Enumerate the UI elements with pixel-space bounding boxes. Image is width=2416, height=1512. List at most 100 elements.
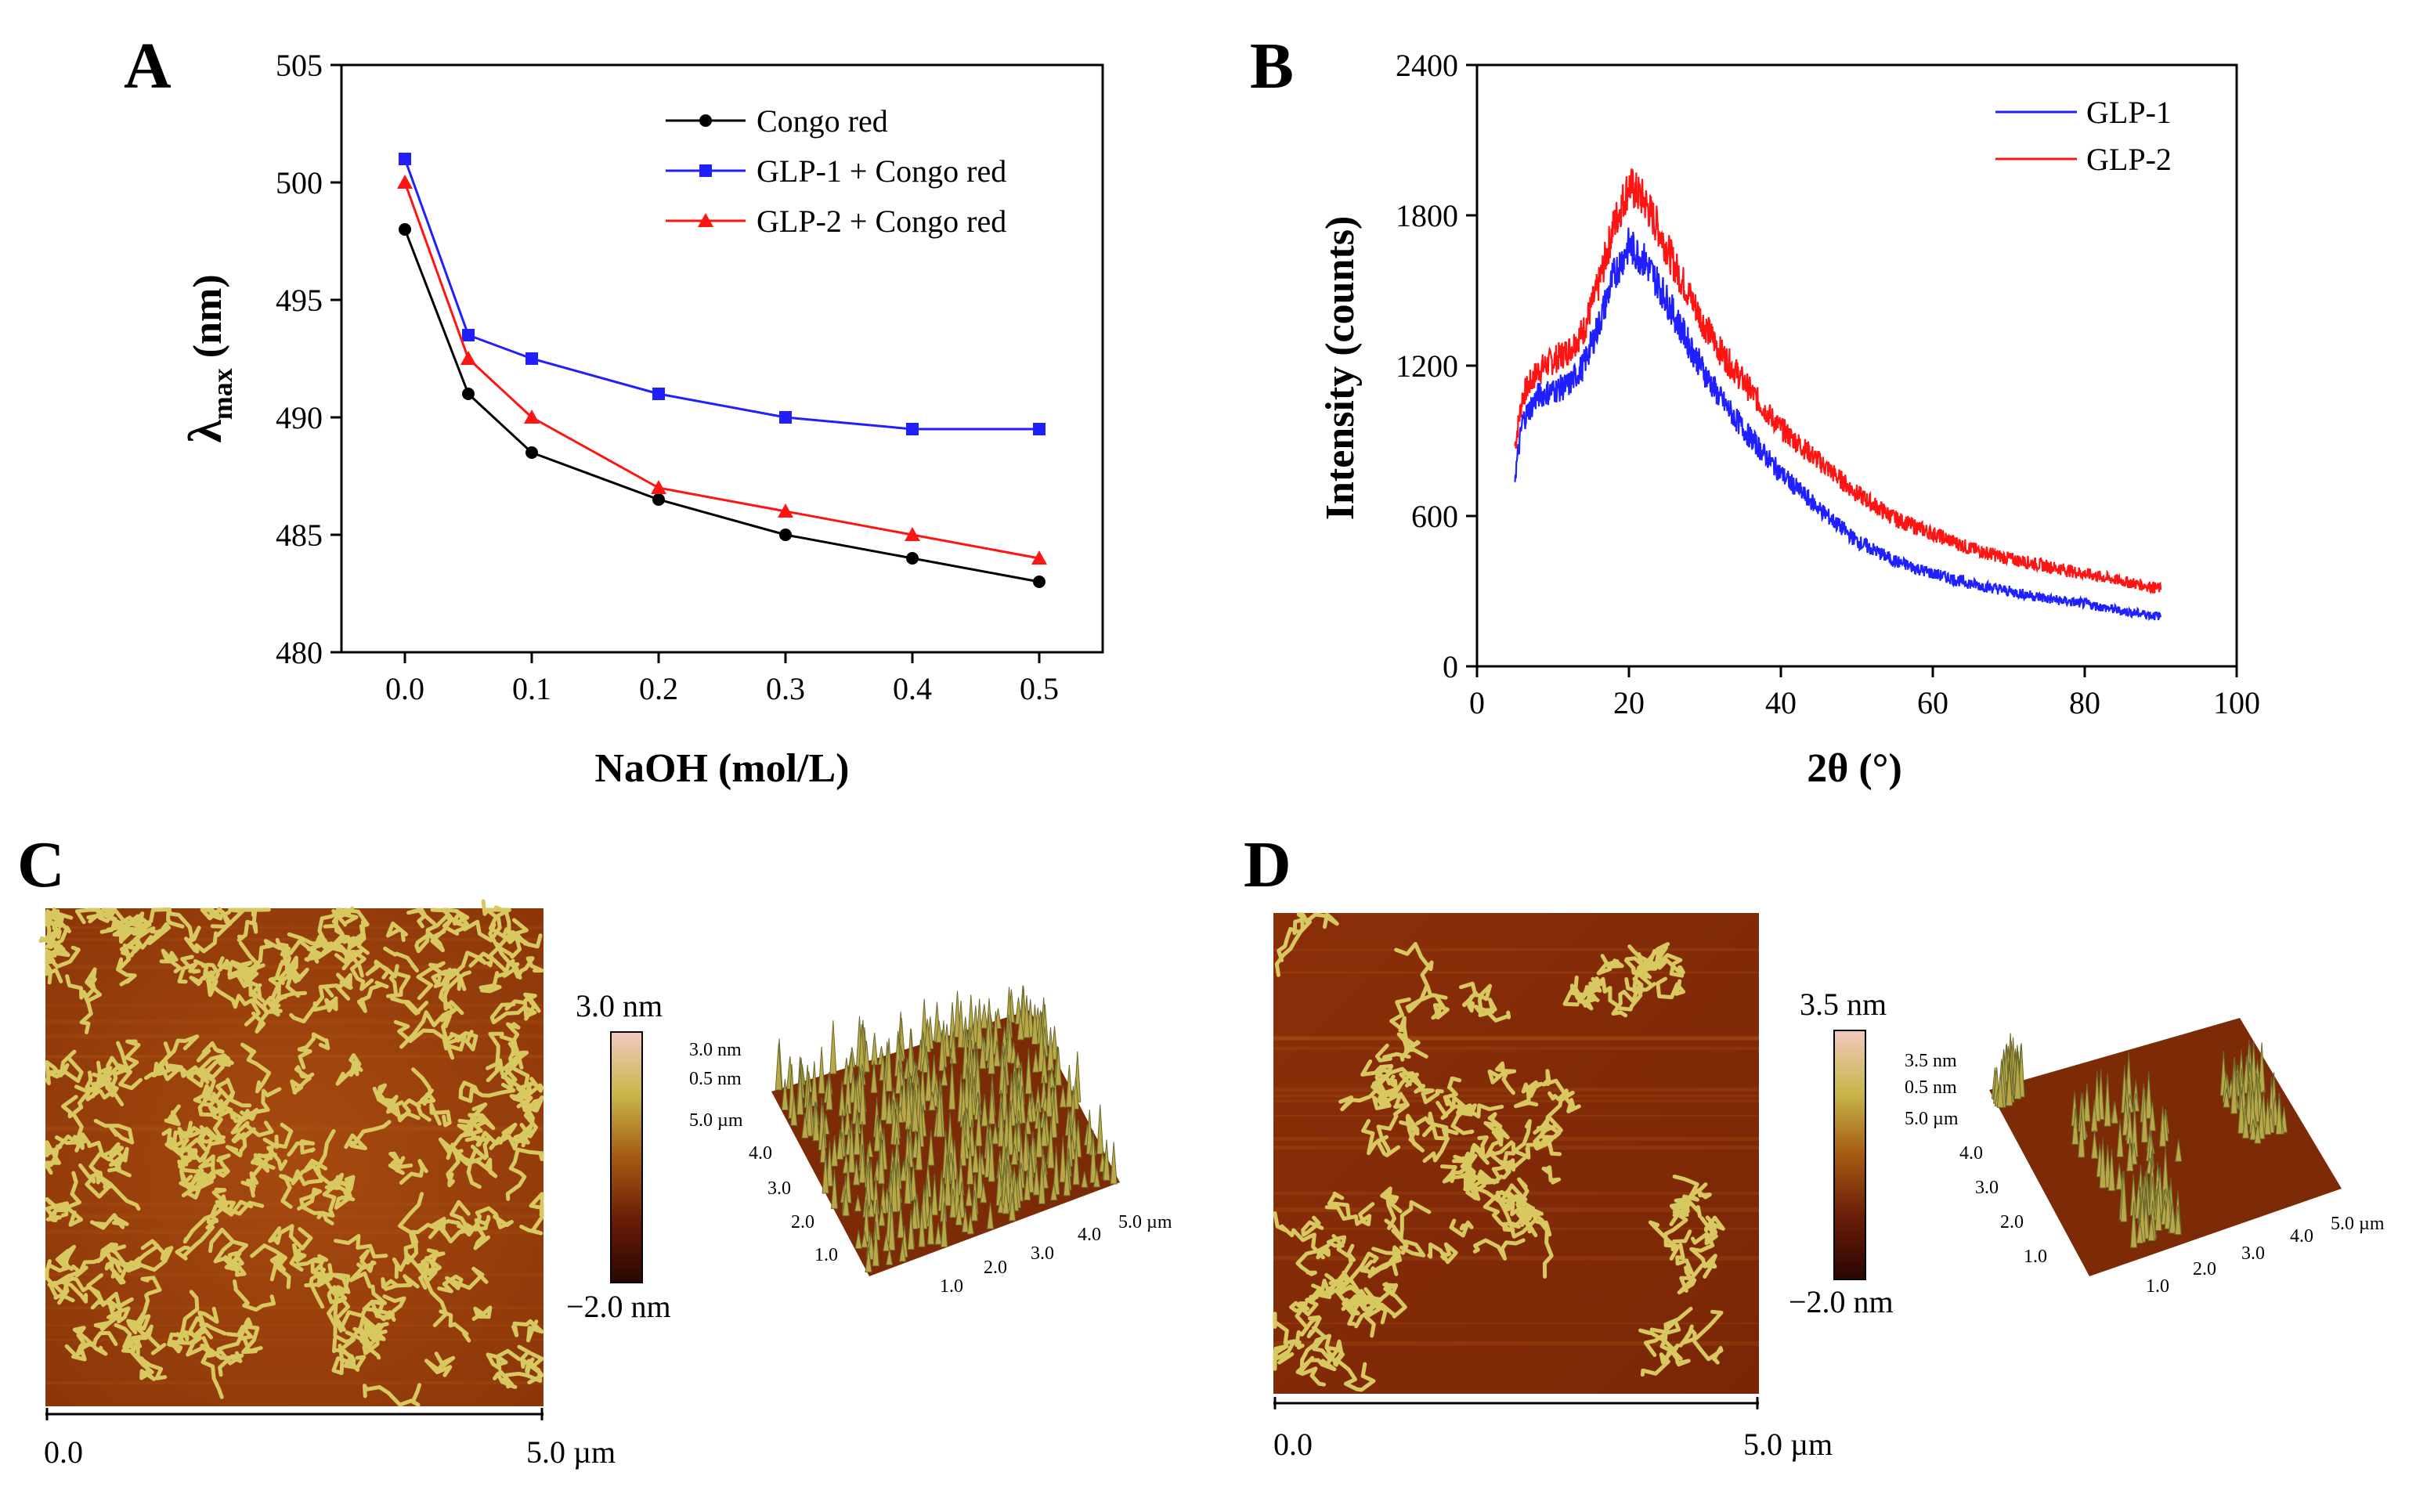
afm-strand — [196, 1041, 225, 1063]
afm-strand — [93, 1308, 124, 1332]
scalebar-end-c: 5.0 µm — [526, 1434, 616, 1470]
afm-strand — [406, 908, 436, 929]
afm-3d-spike — [775, 1043, 782, 1091]
afm-3d-spike — [915, 1122, 923, 1171]
afm-strand — [240, 1171, 259, 1198]
afm-strand — [251, 995, 273, 1034]
afm-strand — [1367, 1253, 1403, 1279]
afm-strand — [1624, 967, 1644, 994]
afm-strand — [458, 1081, 516, 1103]
afm-strand — [1338, 1084, 1389, 1112]
afm-strand — [218, 958, 262, 998]
afm-strand — [214, 1153, 231, 1178]
afm-3d-spike — [959, 1115, 967, 1167]
afm-3d-spike — [2130, 1201, 2138, 1248]
view3d-c-x2: 2.0 — [984, 1258, 1007, 1278]
afm-3d-spike — [781, 1078, 789, 1110]
afm-3d-spike — [873, 1115, 881, 1152]
afm-strand — [38, 936, 66, 965]
afm-strand — [371, 1294, 406, 1320]
afm-strand — [1500, 1183, 1526, 1203]
chart-a-ytick-label: 485 — [276, 518, 323, 553]
afm-strand — [331, 908, 359, 925]
afm-strand — [519, 1351, 544, 1385]
chart-a-point — [462, 388, 475, 400]
afm-3d-spike — [825, 1072, 833, 1110]
afm-strand — [390, 996, 429, 1016]
afm-3d-spike — [2115, 1162, 2123, 1190]
afm-strand — [365, 959, 399, 980]
afm-strand — [103, 1041, 130, 1106]
afm-strand — [189, 962, 220, 987]
afm-strand — [1443, 1076, 1462, 1106]
afm-strand — [1450, 1151, 1472, 1183]
afm-strand — [437, 1266, 489, 1294]
chart-a-point — [525, 446, 538, 459]
afm-strand — [471, 1305, 493, 1321]
afm-3d-spike — [1032, 1163, 1041, 1196]
afm-strand — [335, 1053, 363, 1086]
legend-label-glp1-b: GLP-1 — [2086, 95, 2172, 130]
scalebar-start-d: 0.0 — [1273, 1427, 1313, 1462]
colorbar-min-c: −2.0 nm — [566, 1289, 671, 1324]
afm-3d-spike — [2136, 1219, 2143, 1244]
afm-3d-spike — [2275, 1093, 2283, 1135]
afm-strand — [262, 1122, 294, 1149]
afm-3d-spike — [886, 1247, 894, 1265]
afm-strand — [186, 1146, 210, 1164]
afm-3d-spike — [2223, 1088, 2230, 1108]
afm-3d-spike — [2130, 1142, 2138, 1165]
chart-b-ytick-label: 600 — [1411, 499, 1458, 534]
afm-3d-spike — [988, 1023, 995, 1074]
afm-3d-spike — [980, 1182, 988, 1203]
afm-3d-spike — [957, 1000, 965, 1048]
legend-label-glp1: GLP-1 + Congo red — [757, 153, 1006, 189]
afm-3d-spike — [870, 1060, 878, 1094]
afm-strand — [159, 948, 182, 974]
afm-3d-spike — [2254, 1120, 2262, 1144]
afm-strand — [1522, 1206, 1552, 1237]
afm-3d-spike — [948, 1058, 956, 1110]
chart-b-legend: GLP-1 GLP-2 — [1995, 95, 2172, 177]
view3d-d-y2: 2.0 — [2000, 1212, 2024, 1232]
afm-panel-c: 0.0 5.0 µm 3.0 nm −2.0 nm 3.0 nm 0.5 nm … — [38, 899, 1172, 1470]
chart-a-point — [652, 388, 665, 400]
afm-strand — [74, 1070, 100, 1102]
chart-a-ytick-label: 480 — [276, 635, 323, 670]
afm-strand — [92, 1060, 113, 1087]
afm-strand — [198, 1056, 231, 1080]
afm-strand — [1327, 1191, 1351, 1219]
afm-3d-spike — [1023, 994, 1031, 1038]
afm-strand — [399, 1007, 458, 1049]
afm-strand — [519, 1192, 544, 1236]
afm-strand — [509, 1084, 539, 1113]
afm-3d-spike — [818, 1046, 825, 1094]
afm-strand — [1304, 912, 1339, 929]
afm-strand — [81, 967, 103, 1003]
afm-panel-d: 0.0 5.0 µm 3.5 nm −2.0 nm 3.5 nm 0.5 nm … — [1273, 912, 2385, 1462]
afm-strand — [291, 1129, 336, 1186]
afm-3d-spike — [941, 1201, 948, 1247]
afm-strand — [179, 1154, 216, 1188]
afm-strand — [1273, 1344, 1295, 1371]
afm-strand — [64, 1326, 108, 1359]
afm-3d-spike — [905, 1077, 912, 1130]
afm-strand — [202, 1092, 250, 1124]
afm-strand — [1324, 1345, 1345, 1367]
afm-strand — [336, 1175, 356, 1200]
afm-strand — [233, 1279, 276, 1312]
afm-3d-spike — [2230, 1059, 2238, 1114]
afm-3d-spike — [2140, 1088, 2148, 1143]
chart-a-point — [462, 329, 475, 341]
afm-strand — [86, 908, 117, 924]
afm-strand — [1427, 1242, 1458, 1265]
afm-strand — [1635, 942, 1670, 980]
afm-strand — [352, 1326, 388, 1350]
chart-a-point — [1031, 550, 1047, 565]
afm-strand — [1482, 1189, 1510, 1231]
afm-strand — [218, 1194, 265, 1217]
afm-3d-spike — [897, 1203, 905, 1239]
afm-strand — [507, 1041, 543, 1093]
afm-strand — [201, 1106, 226, 1163]
afm-strand — [186, 1170, 215, 1200]
